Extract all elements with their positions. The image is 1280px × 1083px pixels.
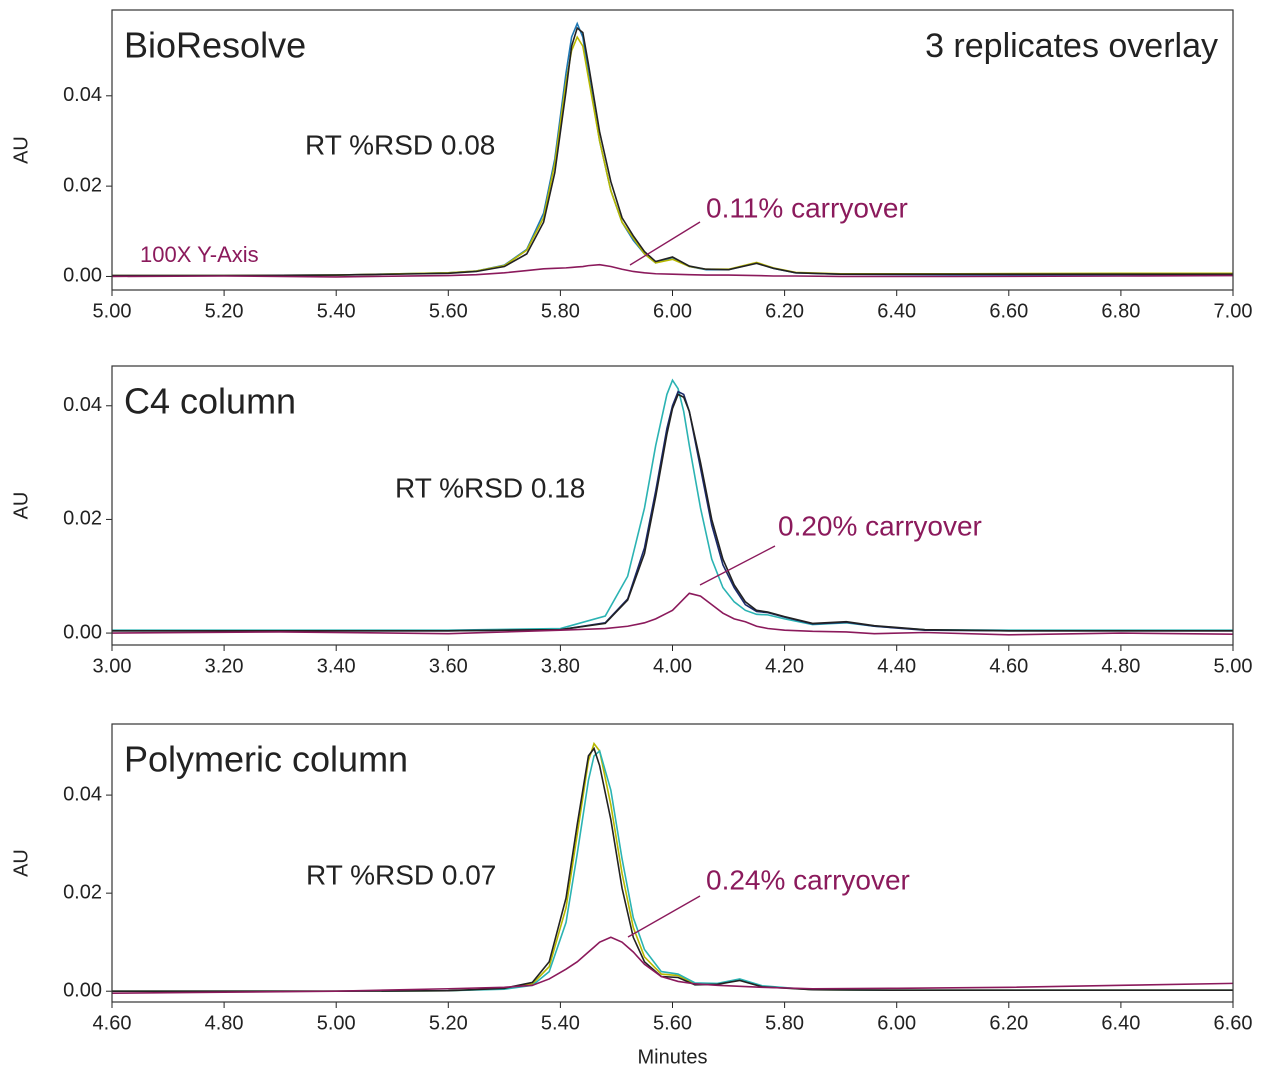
x-tick-label: 4.00 (653, 655, 692, 677)
panel: 0.00 0.02 0.04 5.00 5.20 5.40 5.60 5.80 6.00 6.20… (10, 9, 1253, 322)
y-tick-label: 0.04 (63, 783, 102, 805)
x-tick-label: 5.00 (93, 300, 132, 322)
trace (112, 393, 1233, 632)
plot-frame (111, 723, 1234, 1003)
trace (112, 936, 1233, 994)
x-tick-label: 5.20 (205, 300, 244, 322)
y-tick-label: 0.00 (63, 265, 102, 287)
x-tick-label: 5.80 (765, 1012, 804, 1034)
x-axis-label: Minutes (637, 1046, 707, 1068)
x-tick-label: 3.00 (93, 655, 132, 677)
x-tick-label: 6.20 (989, 1012, 1028, 1034)
carryover-annotation: 0.11% carryover (706, 192, 908, 223)
x-tick-label: 4.60 (989, 655, 1028, 677)
y-tick-label: 0.04 (63, 84, 102, 106)
x-tick-label: 6.00 (877, 1012, 916, 1034)
x-tick-label: 5.00 (1214, 655, 1253, 677)
y-tick-label: 0.02 (63, 508, 102, 530)
panel-title: BioResolve (124, 25, 306, 66)
annotation-pointer (699, 545, 776, 586)
trace (112, 592, 1233, 636)
x-tick-label: 7.00 (1214, 300, 1253, 322)
x-tick-label: 6.00 (653, 300, 692, 322)
carryover-annotation: 0.20% carryover (778, 510, 982, 541)
y-tick-label: 0.02 (63, 881, 102, 903)
annotation-pointer (627, 895, 701, 938)
rsd-annotation: RT %RSD 0.08 (305, 129, 495, 160)
x-tick-label: 5.60 (653, 1012, 692, 1034)
panel-title: Polymeric column (124, 739, 408, 780)
plot-frame (111, 365, 1234, 646)
plot-area (112, 378, 1233, 636)
y-tick-label: 0.04 (63, 394, 102, 416)
x-tick-label: 6.40 (877, 300, 916, 322)
panel-subtitle: 3 replicates overlay (925, 27, 1218, 65)
plot-area (112, 741, 1233, 994)
rsd-annotation: RT %RSD 0.07 (306, 859, 496, 890)
trace (112, 263, 1233, 278)
x-tick-label: 3.20 (205, 655, 244, 677)
x-tick-label: 6.60 (1214, 1012, 1253, 1034)
panel: 0.00 0.02 0.04 4.60 4.80 5.00 5.20 5.40 5.60 5.80… (10, 723, 1253, 1068)
x-tick-label: 4.80 (1101, 655, 1140, 677)
x-tick-label: 5.60 (429, 300, 468, 322)
panel-title: C4 column (124, 381, 296, 422)
y-tick-label: 0.02 (63, 174, 102, 196)
x-tick-label: 5.80 (541, 300, 580, 322)
x-tick-label: 5.20 (429, 1012, 468, 1034)
x-tick-label: 4.40 (877, 655, 916, 677)
annotation-pointer (629, 221, 701, 266)
plot-frame (111, 9, 1234, 291)
x-tick-label: 5.40 (541, 1012, 580, 1034)
scale-annotation: 100X Y-Axis (140, 242, 259, 267)
x-tick-label: 5.00 (317, 1012, 356, 1034)
panel: 0.00 0.02 0.04 3.00 3.20 3.40 3.60 3.80 4.00 4.20… (10, 365, 1253, 677)
x-tick-label: 5.40 (317, 300, 356, 322)
trace (112, 26, 1233, 277)
carryover-annotation: 0.24% carryover (706, 864, 910, 895)
x-tick-label: 6.80 (1101, 300, 1140, 322)
x-tick-label: 3.60 (429, 655, 468, 677)
x-tick-label: 4.20 (765, 655, 804, 677)
plot-area (112, 21, 1233, 278)
x-tick-label: 4.60 (93, 1012, 132, 1034)
x-tick-label: 3.40 (317, 655, 356, 677)
y-axis-label: AU (10, 492, 32, 520)
x-tick-label: 3.80 (541, 655, 580, 677)
x-tick-label: 6.60 (989, 300, 1028, 322)
y-axis-label: AU (10, 849, 32, 877)
y-tick-label: 0.00 (63, 979, 102, 1001)
x-tick-label: 6.20 (765, 300, 804, 322)
x-tick-label: 6.40 (1101, 1012, 1140, 1034)
rsd-annotation: RT %RSD 0.18 (395, 472, 585, 503)
x-tick-label: 4.80 (205, 1012, 244, 1034)
y-tick-label: 0.00 (63, 621, 102, 643)
y-axis-label: AU (10, 136, 32, 164)
